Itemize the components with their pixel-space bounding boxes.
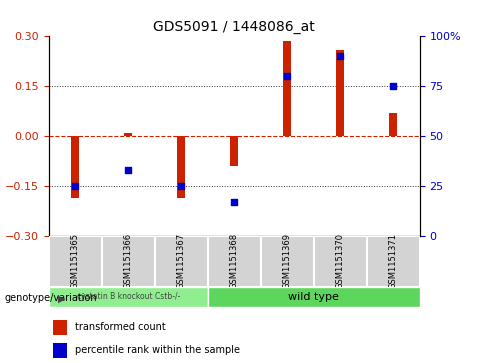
- Point: [284, 73, 291, 79]
- Bar: [53, 343, 67, 358]
- Text: cystatin B knockout Cstb-/-: cystatin B knockout Cstb-/-: [77, 292, 180, 301]
- Bar: [124, 134, 132, 136]
- Bar: [102, 236, 155, 287]
- Bar: [230, 136, 238, 166]
- Bar: [53, 320, 67, 335]
- Text: transformed count: transformed count: [75, 322, 165, 333]
- Text: wild type: wild type: [288, 292, 339, 302]
- Text: GSM1151369: GSM1151369: [283, 233, 292, 289]
- Point: [124, 167, 132, 173]
- Text: GSM1151370: GSM1151370: [336, 233, 345, 289]
- Bar: [49, 236, 102, 287]
- Title: GDS5091 / 1448086_at: GDS5091 / 1448086_at: [153, 20, 315, 34]
- Text: GSM1151371: GSM1151371: [388, 233, 398, 289]
- Bar: [208, 287, 420, 307]
- Text: genotype/variation: genotype/variation: [5, 293, 98, 303]
- Point: [230, 199, 238, 205]
- Bar: [71, 136, 79, 198]
- Text: GSM1151366: GSM1151366: [124, 233, 133, 289]
- Bar: [261, 236, 314, 287]
- Point: [177, 183, 185, 189]
- Bar: [208, 236, 261, 287]
- Bar: [336, 50, 344, 136]
- Bar: [366, 236, 420, 287]
- Text: GSM1151365: GSM1151365: [71, 233, 80, 289]
- Text: GSM1151367: GSM1151367: [177, 233, 186, 289]
- Bar: [177, 136, 185, 198]
- Bar: [389, 113, 397, 136]
- Text: GSM1151368: GSM1151368: [230, 233, 239, 289]
- Point: [336, 53, 344, 59]
- Bar: [283, 41, 291, 136]
- Point: [71, 183, 79, 189]
- Bar: [155, 236, 208, 287]
- Bar: [314, 236, 366, 287]
- Bar: [49, 287, 208, 307]
- Text: ▶: ▶: [58, 293, 65, 303]
- Text: percentile rank within the sample: percentile rank within the sample: [75, 345, 240, 355]
- Point: [389, 83, 397, 89]
